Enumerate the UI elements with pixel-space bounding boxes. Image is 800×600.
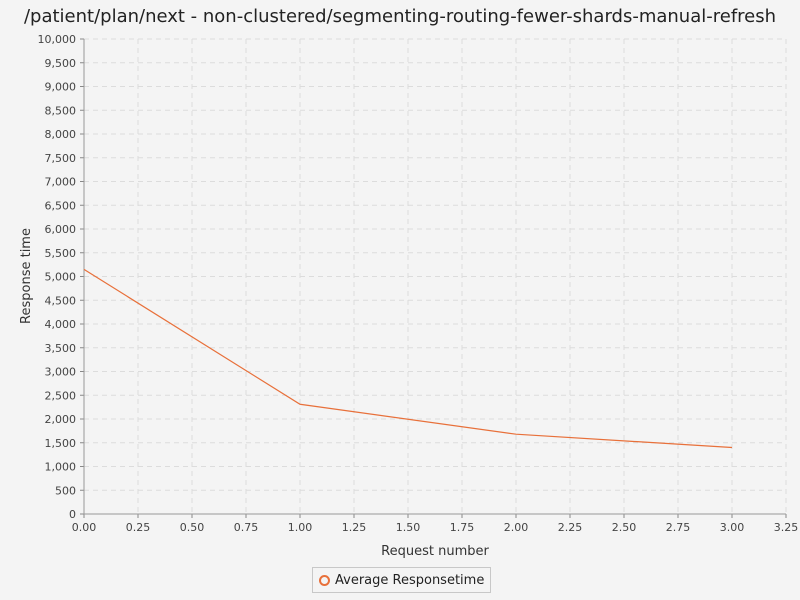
y-tick-label: 4,500 [45,294,77,307]
y-tick-label: 5,000 [45,271,77,284]
y-tick-label: 6,500 [45,199,77,212]
y-tick-label: 6,000 [45,223,77,236]
y-tick-label: 8,500 [45,104,77,117]
y-tick-label: 9,000 [45,81,77,94]
x-tick-label: 3.00 [720,521,745,534]
y-tick-label: 1,500 [45,437,77,450]
legend-marker-icon [319,574,330,586]
y-tick-label: 7,500 [45,152,77,165]
y-tick-label: 0 [69,508,76,521]
x-tick-label: 0.00 [72,521,97,534]
y-tick-label: 10,000 [38,33,77,46]
y-tick-label: 3,000 [45,366,77,379]
grid-layer [83,38,787,515]
series-line [83,268,733,449]
y-tick-label: 9,500 [45,57,77,70]
series-layer [83,268,733,449]
chart-title: /patient/plan/next - non-clustered/segme… [23,6,777,27]
x-axis-label: Request number [381,544,489,559]
y-tick-label: 2,500 [45,389,77,402]
x-tick-label: 1.00 [288,521,313,534]
y-tick-label: 3,500 [45,342,77,355]
legend: Average Responsetime [312,567,492,593]
legend-label: Average Responsetime [335,572,485,588]
x-tick-label: 1.50 [396,521,421,534]
y-tick-label: 500 [55,484,76,497]
y-tick-label: 7,000 [45,176,77,189]
y-tick-label: 2,000 [45,413,77,426]
y-axis-label: Response time [19,228,34,324]
x-tick-label: 1.75 [450,521,475,534]
y-tick-label: 8,000 [45,128,77,141]
x-tick-label: 2.00 [504,521,529,534]
x-tick-label: 2.50 [612,521,637,534]
x-tick-label: 2.75 [666,521,691,534]
x-tick-label: 0.25 [126,521,151,534]
x-tick-label: 1.25 [342,521,367,534]
y-tick-label: 1,000 [45,461,77,474]
axes-layer: 0.00 0.25 0.50 0.75 1.00 1.25 1.50 1.75 2.00 2.25… [38,33,799,534]
y-tick-label: 4,000 [45,318,77,331]
x-tick-label: 3.25 [774,521,799,534]
y-tick-label: 5,500 [45,247,77,260]
x-tick-label: 2.25 [558,521,583,534]
x-tick-label: 0.75 [234,521,259,534]
x-tick-label: 0.50 [180,521,205,534]
